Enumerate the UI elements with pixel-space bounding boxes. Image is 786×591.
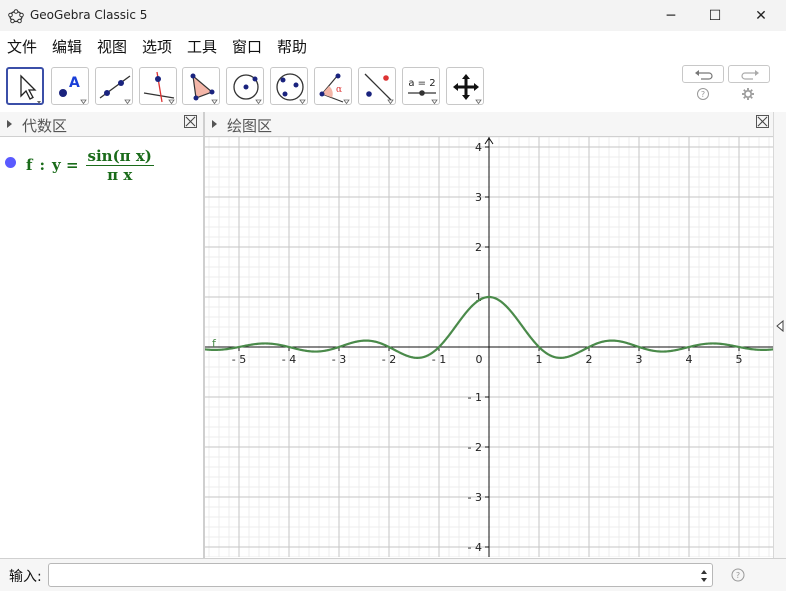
input-label: 输入: [9,569,42,585]
algebra-view: f : y = sin(π x) π x [0,137,203,558]
function-plot[interactable]: - 5 - 4 - 3 - 2 - 1 0 1 2 3 4 5 4 3 2 1 - 1 - 2 - 3 - 4 f [203,136,775,558]
menu-bar: 文件 编辑 视图 选项 工具 窗口 帮助 [0,31,786,59]
undo-button[interactable] [682,65,724,83]
axes [205,137,773,557]
close-algebra-view-icon[interactable] [184,115,197,128]
function-colon: : [39,156,45,174]
angle-icon: α [319,73,350,105]
settings-icon[interactable] [741,87,755,101]
move-tool-button[interactable] [6,67,44,105]
circle-tool-button[interactable] [226,67,264,105]
circle-three-points-tool-button[interactable] [270,67,308,105]
function-definition-f[interactable]: f : y = sin(π x) π x [26,143,154,187]
perpendicular-line-tool-button[interactable] [139,67,177,105]
y-tick-label: 4 [475,141,482,154]
x-tick-label: - 5 [232,353,246,366]
svg-text:?: ? [736,571,740,580]
visibility-toggle-dot[interactable] [5,157,16,168]
reflect-tool-button[interactable] [358,67,396,105]
graphics-view-title: 绘图区 [227,117,273,135]
input-field[interactable] [48,563,713,587]
point-icon: A [59,75,87,105]
x-tick-label: 0 [476,353,483,366]
y-tick-label: 2 [475,241,482,254]
arrow-cursor-icon [20,74,41,104]
circle-three-points-icon [276,73,306,105]
graphics-view-header: 绘图区 [205,112,773,137]
angle-tool-button[interactable]: α [314,67,352,105]
close-graphics-view-icon[interactable] [756,115,769,128]
x-tick-label: - 3 [332,353,346,366]
menu-help[interactable]: 帮助 [277,38,308,56]
input-history-arrows-icon[interactable] [700,569,708,583]
help-icon[interactable]: ? [696,87,710,101]
title-bar: GeoGebra Classic 5 ─ ☐ ✕ [0,0,786,32]
menu-file[interactable]: 文件 [7,38,38,56]
circle-with-center-icon [233,74,262,105]
minimize-button[interactable]: ─ [666,7,676,24]
collapse-triangle-icon[interactable] [212,120,217,128]
svg-text:?: ? [701,90,705,99]
menu-view[interactable]: 视图 [97,38,128,56]
menu-tools[interactable]: 工具 [187,38,218,56]
slider-tool-button[interactable]: a = 2 [402,67,440,105]
x-tick-label: 5 [736,353,743,366]
slider-tool-label: a = 2 [408,78,435,89]
redo-button[interactable] [728,65,770,83]
y-tick-label: - 2 [468,441,482,454]
fraction-denominator: π x [107,165,133,184]
menu-edit[interactable]: 编辑 [52,38,83,56]
x-tick-label: 1 [536,353,543,366]
x-tick-label: 3 [636,353,643,366]
redo-icon [741,70,759,80]
menu-window[interactable]: 窗口 [232,38,263,56]
point-tool-button[interactable]: A [51,67,89,105]
x-tick-label: - 1 [432,353,446,366]
toolbar: A α a = 2 ? [0,59,786,113]
polygon-tool-button[interactable] [182,67,220,105]
undo-icon [695,70,713,80]
function-curve-f[interactable] [203,295,775,359]
svg-text:α: α [336,85,342,95]
svg-text:A: A [69,75,80,91]
perspectives-strip [773,112,786,558]
slider-icon: a = 2 [408,78,438,105]
line-icon [99,75,131,105]
y-tick-label: - 4 [468,541,482,554]
input-bar: 输入: ? [0,558,786,591]
algebra-view-title: 代数区 [22,117,68,135]
y-tick-label: - 1 [468,391,482,404]
algebra-view-header: 代数区 [0,112,203,137]
view-divider[interactable] [203,112,205,558]
x-tick-label: - 4 [282,353,296,366]
window-title: GeoGebra Classic 5 [30,8,148,22]
collapse-triangle-icon[interactable] [7,120,12,128]
polygon-icon [190,73,218,105]
x-tick-label: - 2 [382,353,396,366]
x-tick-label: 4 [686,353,693,366]
function-name: f [26,156,33,174]
move-graphics-tool-button[interactable] [446,67,484,105]
fraction-numerator: sin(π x) [85,146,154,166]
x-tick-label: 2 [586,353,593,366]
graphics-view[interactable]: - 5 - 4 - 3 - 2 - 1 0 1 2 3 4 5 4 3 2 1 - 1 - 2 - 3 - 4 f [203,136,775,558]
expand-perspectives-icon[interactable] [775,319,785,333]
geogebra-logo-icon [8,9,24,24]
menu-options[interactable]: 选项 [142,38,173,56]
close-window-button[interactable]: ✕ [755,7,767,24]
fraction: sin(π x) π x [85,146,154,184]
y-tick-label: 1 [475,291,482,304]
y-axis-arrow [484,137,494,145]
reflect-about-line-icon [364,73,394,105]
move-graphics-view-icon [453,74,482,105]
line-tool-button[interactable] [95,67,133,105]
y-tick-label: 3 [475,191,482,204]
curve-label: f [212,337,217,350]
y-tick-label: - 3 [468,491,482,504]
perpendicular-line-icon [143,71,175,105]
input-help-icon[interactable]: ? [731,568,745,582]
maximize-button[interactable]: ☐ [708,7,722,24]
tick-labels: - 5 - 4 - 3 - 2 - 1 0 1 2 3 4 5 4 3 2 1 - 1 - 2 - 3 - 4 [232,141,743,554]
function-lhs: y = [52,156,79,174]
